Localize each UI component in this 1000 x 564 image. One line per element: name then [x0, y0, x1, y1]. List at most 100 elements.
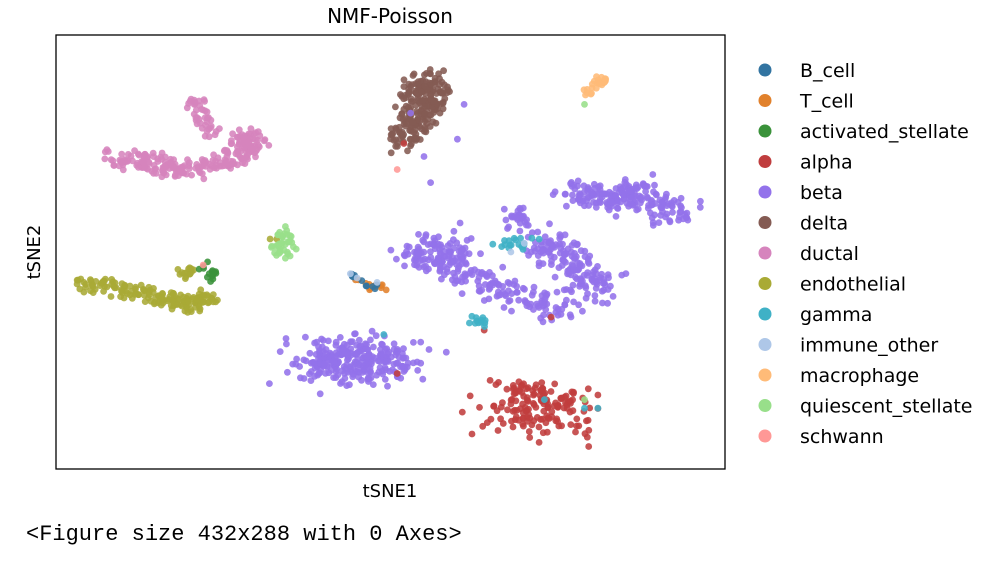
point-delta	[413, 108, 420, 115]
point-delta	[419, 97, 427, 104]
point-beta	[365, 352, 373, 360]
point-beta	[311, 364, 319, 372]
point-beta	[478, 269, 486, 276]
point-endothelial	[180, 293, 188, 301]
point-endothelial	[182, 275, 189, 282]
point-beta	[548, 261, 555, 268]
legend-item-macrophage: macrophage	[758, 365, 919, 387]
point-beta	[325, 337, 332, 345]
legend-item-quiescent_stellate: quiescent_stellate	[758, 396, 972, 418]
point-beta	[336, 334, 344, 341]
point-ductal	[201, 132, 209, 140]
point-beta	[321, 360, 328, 368]
point-delta	[421, 82, 429, 90]
point-beta	[445, 252, 453, 260]
legend-marker-alpha	[758, 155, 772, 168]
legend-marker-gamma	[758, 307, 772, 321]
point-alpha	[584, 385, 592, 393]
point-beta	[539, 260, 547, 267]
point-beta	[372, 332, 380, 340]
point-beta	[337, 380, 344, 387]
point-beta	[420, 153, 428, 160]
point-beta	[526, 303, 534, 311]
point-ductal	[181, 162, 188, 170]
point-beta	[374, 357, 382, 365]
point-beta	[365, 375, 373, 383]
point-beta	[599, 299, 606, 307]
point-delta	[407, 142, 414, 150]
point-beta	[553, 288, 561, 296]
point-beta	[554, 305, 562, 313]
point-alpha	[517, 383, 525, 391]
point-endothelial	[208, 295, 216, 303]
point-alpha	[586, 404, 594, 412]
point-beta	[442, 348, 450, 356]
point-beta	[628, 194, 635, 201]
point-ductal	[205, 125, 213, 133]
point-delta	[439, 105, 447, 113]
point-beta	[427, 179, 434, 187]
point-beta	[454, 135, 461, 143]
point-beta	[422, 267, 430, 275]
point-alpha	[468, 430, 476, 438]
legend-item-ductal: ductal	[758, 243, 859, 265]
point-immune_other	[347, 270, 354, 278]
point-immune_other	[353, 274, 361, 282]
point-endothelial	[184, 298, 192, 305]
legend-marker-activated_stellate	[758, 124, 772, 138]
point-alpha	[537, 416, 545, 423]
point-delta	[410, 70, 418, 78]
point-alpha	[486, 377, 494, 384]
point-alpha	[393, 370, 401, 377]
point-beta	[369, 381, 377, 388]
point-alpha	[466, 392, 474, 400]
point-alpha	[563, 404, 571, 412]
point-beta	[566, 311, 574, 319]
point-beta	[355, 373, 363, 381]
point-delta	[423, 70, 430, 77]
legend-label-T_cell: T_cell	[799, 91, 854, 113]
point-beta	[574, 177, 582, 185]
point-beta	[576, 282, 583, 290]
point-beta	[580, 182, 588, 190]
point-endothelial	[89, 289, 97, 296]
point-beta	[399, 354, 407, 362]
point-delta	[421, 103, 429, 111]
point-activated_stellate	[207, 278, 215, 285]
point-beta	[444, 242, 452, 250]
point-beta	[407, 109, 414, 117]
y-axis-label: tSNE2	[24, 225, 45, 280]
point-beta	[508, 307, 515, 315]
point-beta	[549, 243, 557, 251]
point-alpha	[525, 405, 532, 413]
point-endothelial	[187, 308, 195, 315]
point-beta	[561, 301, 569, 309]
point-ductal	[101, 148, 109, 156]
point-beta	[582, 284, 590, 292]
point-ductal	[152, 165, 160, 173]
point-beta	[448, 276, 456, 284]
point-delta	[427, 111, 435, 119]
point-beta	[381, 376, 389, 383]
legend-label-delta: delta	[800, 213, 848, 235]
point-ductal	[252, 129, 259, 137]
point-beta	[276, 348, 284, 355]
point-beta	[450, 236, 457, 244]
point-beta	[644, 204, 652, 212]
point-quiescent_stellate	[581, 396, 588, 403]
point-quiescent_stellate	[290, 243, 297, 251]
point-beta	[676, 213, 683, 221]
point-alpha	[509, 423, 517, 431]
point-beta	[483, 273, 491, 280]
point-delta	[418, 88, 426, 96]
point-endothelial	[168, 305, 176, 313]
point-beta	[528, 229, 536, 237]
point-endothelial	[100, 277, 108, 285]
legend-item-T_cell: T_cell	[758, 91, 854, 113]
point-beta	[555, 264, 563, 271]
point-endothelial	[82, 280, 89, 288]
legend-marker-beta	[758, 185, 772, 199]
point-T_cell	[382, 286, 390, 294]
point-alpha	[519, 409, 527, 417]
point-beta	[662, 193, 670, 201]
